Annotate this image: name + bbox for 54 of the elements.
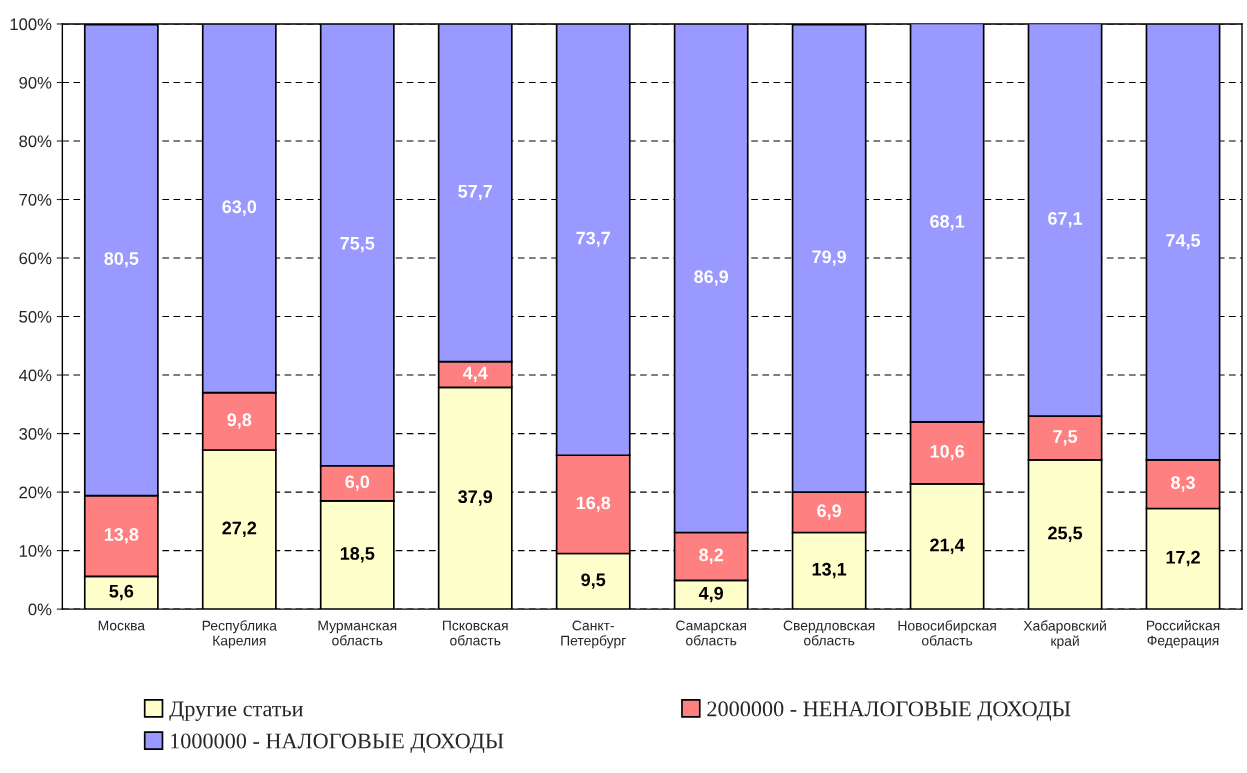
- x-tick-label: Хабаровский край: [1023, 620, 1106, 649]
- legend-label: Другие статьи: [169, 701, 303, 721]
- x-tick-label: Свердловская область: [783, 620, 875, 646]
- legend-label: 2000000 - НЕНАЛОГОВЫЕ ДОХОДЫ: [707, 701, 1071, 721]
- y-tick-label: 30%: [19, 427, 52, 440]
- data-label: 86,9: [694, 270, 729, 286]
- data-label: 27,2: [222, 521, 257, 538]
- data-label: 63,0: [222, 200, 257, 216]
- data-label: 25,5: [1048, 526, 1083, 542]
- y-tick-label: 20%: [19, 486, 52, 499]
- x-tick-label: Самарская область: [676, 620, 746, 646]
- data-label: 9,5: [581, 573, 606, 589]
- x-tick-label: Новосибирская область: [898, 620, 996, 646]
- data-label: 73,7: [576, 231, 610, 248]
- y-tick-label: 100%: [10, 18, 52, 31]
- data-label: 16,8: [576, 496, 611, 512]
- data-label: 5,6: [109, 584, 134, 601]
- data-label: 21,4: [930, 538, 965, 554]
- data-label: 67,1: [1048, 212, 1083, 228]
- data-label: 80,5: [104, 252, 139, 268]
- x-tick-label: Республика Карелия: [202, 620, 277, 649]
- y-tick-label: 60%: [19, 252, 52, 265]
- data-label: 74,5: [1166, 234, 1201, 250]
- data-label: 57,7: [458, 185, 493, 201]
- data-label: 6,0: [345, 475, 370, 491]
- y-tick-label: 50%: [19, 310, 52, 323]
- data-label: 4,9: [698, 586, 724, 603]
- y-tick-label: 80%: [19, 135, 52, 148]
- data-label: 13,1: [812, 562, 847, 579]
- y-tick-label: 70%: [19, 193, 52, 206]
- x-tick-label: Псковская область: [443, 620, 508, 646]
- legend-label: 1000000 - НАЛОГОВЫЕ ДОХОДЫ: [171, 733, 504, 753]
- data-label: 4,4: [462, 366, 488, 382]
- data-label: 18,5: [340, 547, 375, 563]
- data-label: 8,3: [1171, 476, 1195, 492]
- x-tick-label: Санкт- Петербург: [561, 620, 626, 649]
- x-tick-label: Мурманская область: [318, 620, 397, 646]
- data-label: 13,8: [104, 528, 139, 544]
- data-label: 6,9: [817, 504, 842, 520]
- y-tick-label: 10%: [19, 545, 52, 557]
- data-label: 37,9: [458, 490, 493, 506]
- data-label: 17,2: [1166, 550, 1200, 567]
- x-tick-label: Москва: [98, 620, 146, 631]
- data-label: 9,8: [227, 413, 252, 429]
- y-tick-label: 40%: [18, 369, 52, 382]
- data-label: 8,2: [699, 548, 723, 564]
- y-tick-label: 0%: [28, 603, 52, 616]
- data-label: 79,9: [812, 250, 847, 266]
- y-tick-label: 90%: [19, 76, 52, 89]
- data-label: 68,1: [930, 214, 965, 231]
- data-label: 75,5: [340, 237, 375, 253]
- x-tick-label: Российская Федерация: [1146, 619, 1220, 649]
- data-label: 10,6: [930, 444, 965, 461]
- data-label: 7,5: [1053, 430, 1078, 446]
